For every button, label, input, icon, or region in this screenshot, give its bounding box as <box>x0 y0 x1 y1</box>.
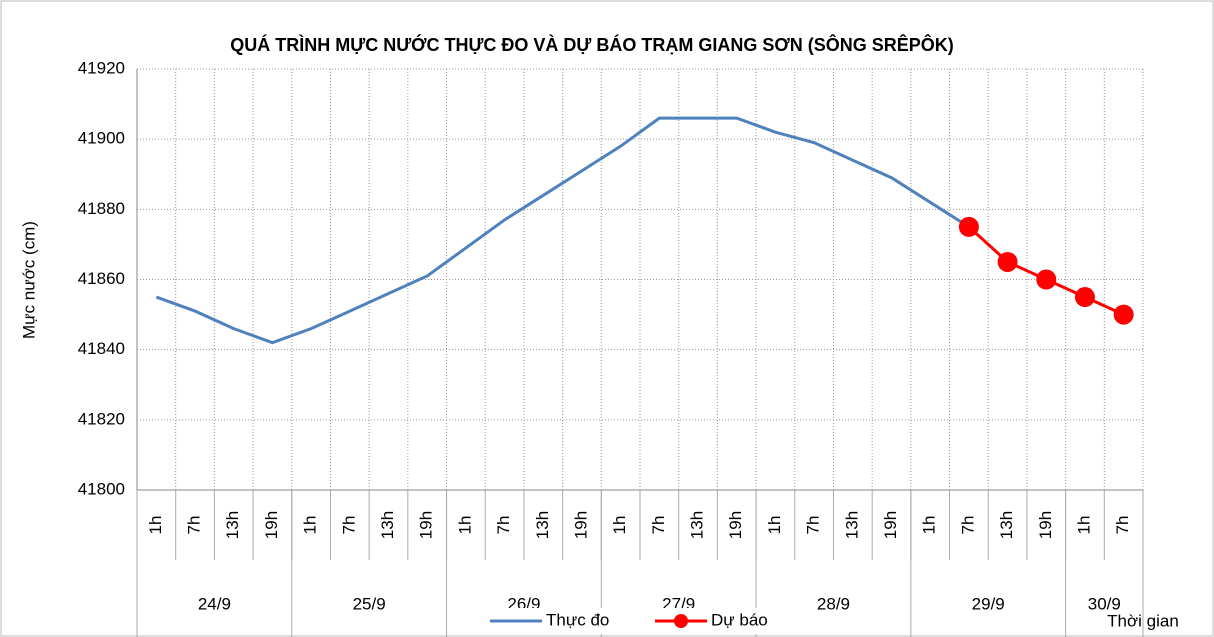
marker <box>1074 287 1095 308</box>
x-tick-label: 19h <box>881 511 900 539</box>
x-tick-label: 19h <box>417 511 436 539</box>
y-tick-label: 41880 <box>78 199 125 218</box>
marker <box>1036 269 1057 290</box>
group-label: 25/9 <box>353 594 386 613</box>
x-tick-label: 19h <box>571 511 590 539</box>
x-tick-label: 7h <box>649 516 668 535</box>
x-tick-label: 13h <box>997 511 1016 539</box>
group-label: 28/9 <box>817 594 850 613</box>
y-tick-label: 41820 <box>78 409 125 428</box>
marker <box>1113 304 1134 325</box>
legend-label: Dự báo <box>711 610 768 629</box>
y-tick-label: 41900 <box>78 129 125 148</box>
y-tick-label: 41800 <box>78 479 125 498</box>
x-tick-label: 1h <box>1074 516 1093 535</box>
x-tick-label: 7h <box>958 516 977 535</box>
group-label: 24/9 <box>198 594 231 613</box>
x-tick-label: 13h <box>223 511 242 539</box>
x-tick-label: 1h <box>146 516 165 535</box>
marker <box>958 216 979 237</box>
x-tick-label: 7h <box>804 516 823 535</box>
x-tick-label: 19h <box>1036 511 1055 539</box>
x-tick-label: 1h <box>920 516 939 535</box>
marker <box>997 251 1018 272</box>
x-tick-label: 1h <box>301 516 320 535</box>
group-label: 30/9 <box>1088 594 1121 613</box>
x-tick-label: 13h <box>842 511 861 539</box>
legend-marker <box>674 614 688 628</box>
y-tick-label: 41840 <box>78 339 125 358</box>
x-tick-label: 13h <box>533 511 552 539</box>
x-tick-label: 7h <box>185 516 204 535</box>
x-tick-label: 19h <box>726 511 745 539</box>
x-tick-label: 7h <box>339 516 358 535</box>
x-tick-label: 1h <box>765 516 784 535</box>
legend-label: Thực đo <box>546 610 609 629</box>
group-label: 29/9 <box>972 594 1005 613</box>
y-tick-label: 41860 <box>78 269 125 288</box>
y-tick-label: 41920 <box>78 58 125 77</box>
series-line <box>155 116 970 345</box>
y-axis-label: Mực nước (cm) <box>19 221 38 339</box>
x-tick-label: 13h <box>378 511 397 539</box>
chart-title: QUÁ TRÌNH MỰC NƯỚC THỰC ĐO VÀ DỰ BÁO TRẠ… <box>230 34 953 55</box>
x-tick-label: 13h <box>688 511 707 539</box>
x-tick-label: 19h <box>262 511 281 539</box>
x-tick-label: 1h <box>610 516 629 535</box>
x-tick-label: 1h <box>455 516 474 535</box>
x-tick-label: 7h <box>494 516 513 535</box>
x-tick-label: 7h <box>1113 516 1132 535</box>
